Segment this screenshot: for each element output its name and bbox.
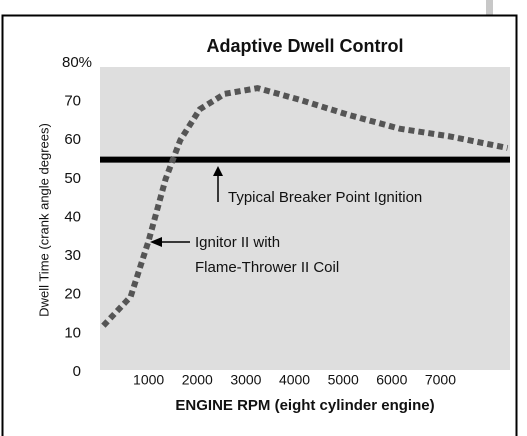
annotation-arrowhead bbox=[213, 166, 223, 176]
y-tick-label: 10 bbox=[64, 324, 81, 341]
annotation: Flame-Thrower II Coil bbox=[195, 259, 339, 276]
dwell-curve bbox=[101, 85, 509, 328]
plot-area bbox=[100, 67, 510, 370]
annotation: Ignitor II with bbox=[195, 234, 280, 251]
x-tick-label: 4000 bbox=[279, 372, 310, 388]
x-tick-label: 3000 bbox=[230, 372, 261, 388]
annotation-arrowhead bbox=[150, 237, 162, 247]
x-tick-label: 1000 bbox=[133, 372, 164, 388]
y-tick-label: 80% bbox=[62, 54, 92, 71]
x-tick-label: 6000 bbox=[376, 372, 407, 388]
annotation: Typical Breaker Point Ignition bbox=[228, 189, 422, 206]
chart-title: Adaptive Dwell Control bbox=[206, 36, 403, 56]
y-tick-label: 0 bbox=[73, 363, 81, 380]
x-tick-label: 5000 bbox=[328, 372, 359, 388]
y-tick-label: 60 bbox=[64, 131, 81, 148]
x-tick-label: 2000 bbox=[182, 372, 213, 388]
x-axis-label: ENGINE RPM (eight cylinder engine) bbox=[175, 397, 434, 414]
y-tick-label: 70 bbox=[64, 93, 81, 110]
y-tick-label: 30 bbox=[64, 247, 81, 264]
y-tick-label: 50 bbox=[64, 170, 81, 187]
y-tick-label: 40 bbox=[64, 208, 81, 225]
decor-strip bbox=[486, 0, 493, 15]
x-tick-label: 7000 bbox=[425, 372, 456, 388]
y-axis-label: Dwell Time (crank angle degrees) bbox=[36, 123, 51, 317]
y-tick-label: 20 bbox=[64, 286, 81, 303]
